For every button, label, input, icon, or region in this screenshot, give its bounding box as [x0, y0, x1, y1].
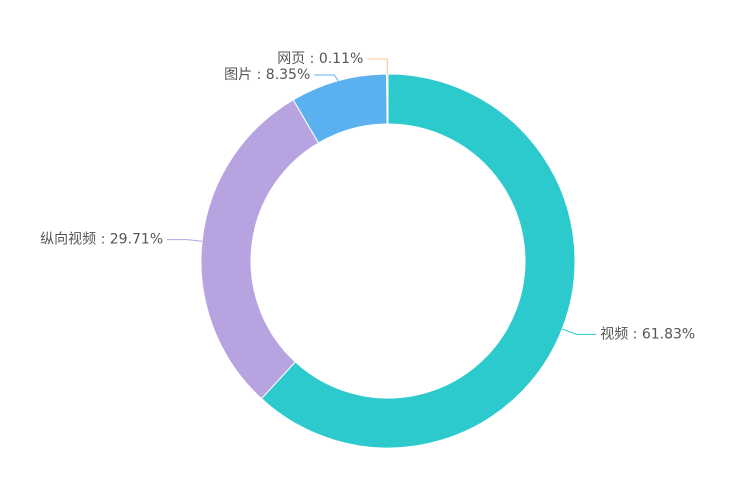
leader-line [167, 239, 203, 242]
donut-segment [386, 73, 389, 125]
data-label: 纵向视频 : 29.71% [40, 232, 163, 248]
donut-segment [260, 73, 576, 449]
data-label: 网页 : 0.11% [277, 51, 363, 67]
donut-segment [200, 99, 320, 400]
data-label: 视频 : 61.83% [600, 326, 695, 342]
leader-line [562, 328, 597, 335]
data-label: 图片 : 8.35% [224, 67, 310, 83]
leader-line [314, 74, 339, 82]
leader-line [367, 58, 388, 75]
